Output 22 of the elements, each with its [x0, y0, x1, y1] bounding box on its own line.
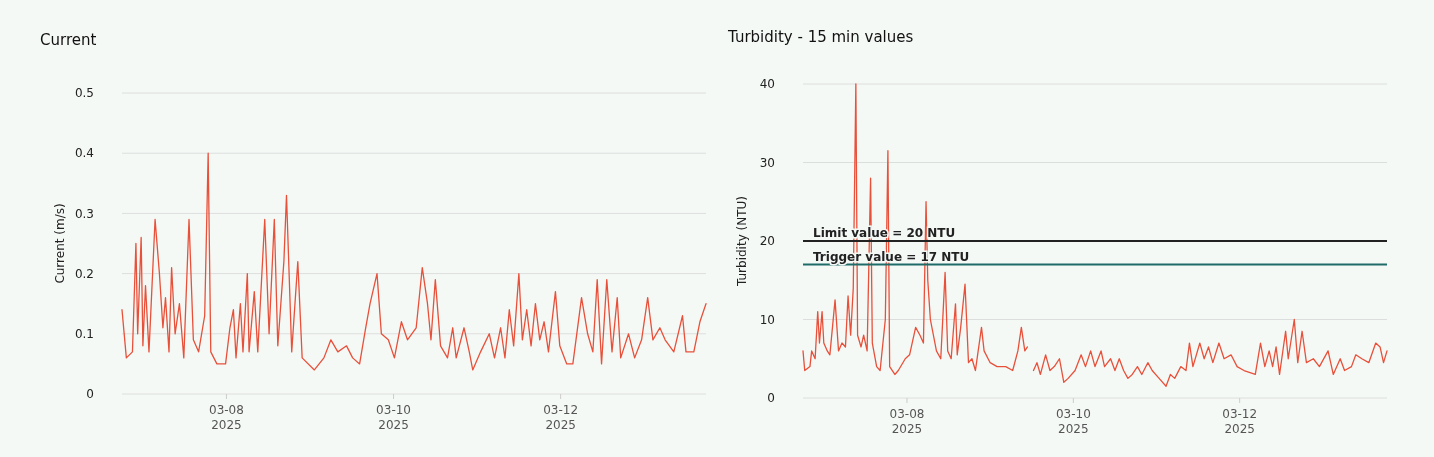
y-tick-label: 0.5	[74, 86, 94, 101]
chart-title: Turbidity - 15 min values	[727, 28, 914, 46]
line-series	[121, 152, 707, 371]
x-tick-label: 03-08 2025	[889, 407, 925, 436]
x-tick-label: 03-10 2025	[1055, 407, 1091, 436]
x-tick-label: 03-08 2025	[209, 403, 244, 432]
y-tick-label: 0.1	[74, 327, 94, 341]
x-tick-label: 03-10 2025	[376, 403, 411, 432]
y-tick-label: 0.3	[74, 206, 94, 221]
x-tick-label: 03-12 2025	[1222, 407, 1258, 436]
y-axis-title: Turbidity (NTU)	[735, 195, 749, 288]
x-tick-label: 03-12 2025	[543, 403, 579, 432]
y-tick-label: 20	[759, 234, 775, 249]
y-tick-label: 0	[767, 391, 775, 406]
y-tick-label: 10	[759, 312, 775, 327]
y-axis-title: Current (m/s)	[53, 203, 67, 284]
y-tick-label: 0	[86, 387, 94, 402]
y-tick-label: 40	[759, 77, 775, 92]
y-tick-label: 0.4	[74, 146, 94, 161]
chart-title: Current	[40, 31, 97, 49]
y-tick-label: 30	[759, 155, 775, 170]
y-tick-label: 0.2	[74, 266, 94, 281]
